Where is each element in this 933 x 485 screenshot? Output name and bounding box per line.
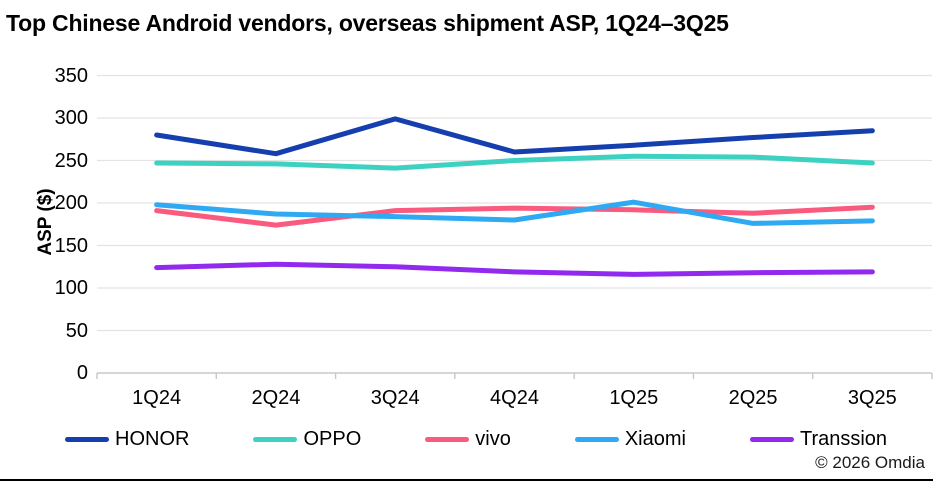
y-tick-label: 300 xyxy=(54,107,88,129)
legend-item-honor: HONOR xyxy=(65,428,189,451)
y-tick-label: 350 xyxy=(54,64,88,87)
y-tick-label: 0 xyxy=(76,362,88,384)
x-category-label: 3Q25 xyxy=(847,387,897,409)
x-category-label: 2Q24 xyxy=(251,387,301,409)
x-axis-labels: 1Q24 2Q24 3Q24 4Q24 1Q25 2Q25 3Q25 xyxy=(0,387,933,411)
legend-swatch-icon xyxy=(65,436,109,442)
series-line-transsion xyxy=(154,261,875,277)
legend-swatch-icon xyxy=(425,436,470,442)
legend-item-transsion: Transsion xyxy=(749,427,888,451)
series-line-oppo xyxy=(154,153,875,171)
legend: HONOR OPPO vivo Xiaomi Transsion xyxy=(65,427,887,451)
y-tick-label: 50 xyxy=(65,319,88,342)
series-line-vivo xyxy=(154,204,875,228)
x-category-label: 1Q24 xyxy=(132,387,182,409)
legend-item-oppo: OPPO xyxy=(253,428,361,451)
series-line-xiaomi xyxy=(154,199,875,226)
legend-swatch-icon xyxy=(253,436,298,442)
y-axis-tick-labels: 0 50 100 150 200 250 300 350 xyxy=(0,0,88,485)
x-category-label: 4Q24 xyxy=(490,387,539,409)
legend-label: Xiaomi xyxy=(624,427,686,450)
series-line-honor xyxy=(154,116,875,157)
bottom-divider xyxy=(0,479,933,481)
x-category-label: 2Q25 xyxy=(728,387,778,409)
y-tick-label: 200 xyxy=(54,192,88,214)
legend-label: OPPO xyxy=(303,427,362,450)
legend-swatch-icon xyxy=(749,436,794,442)
x-category-label: 1Q25 xyxy=(609,387,659,409)
legend-label: Transsion xyxy=(799,427,888,450)
legend-item-xiaomi: Xiaomi xyxy=(574,427,686,451)
x-category-label: 3Q24 xyxy=(370,387,420,409)
y-tick-label: 250 xyxy=(54,149,88,172)
y-tick-label: 100 xyxy=(54,277,88,299)
legend-label: vivo xyxy=(475,427,511,450)
legend-label: HONOR xyxy=(115,427,190,450)
chart-title: Top Chinese Android vendors, overseas sh… xyxy=(6,10,729,36)
y-tick-label: 150 xyxy=(54,234,88,257)
legend-swatch-icon xyxy=(574,436,619,442)
legend-item-vivo: vivo xyxy=(425,428,511,451)
copyright-note: © 2026 Omdia xyxy=(815,453,925,472)
